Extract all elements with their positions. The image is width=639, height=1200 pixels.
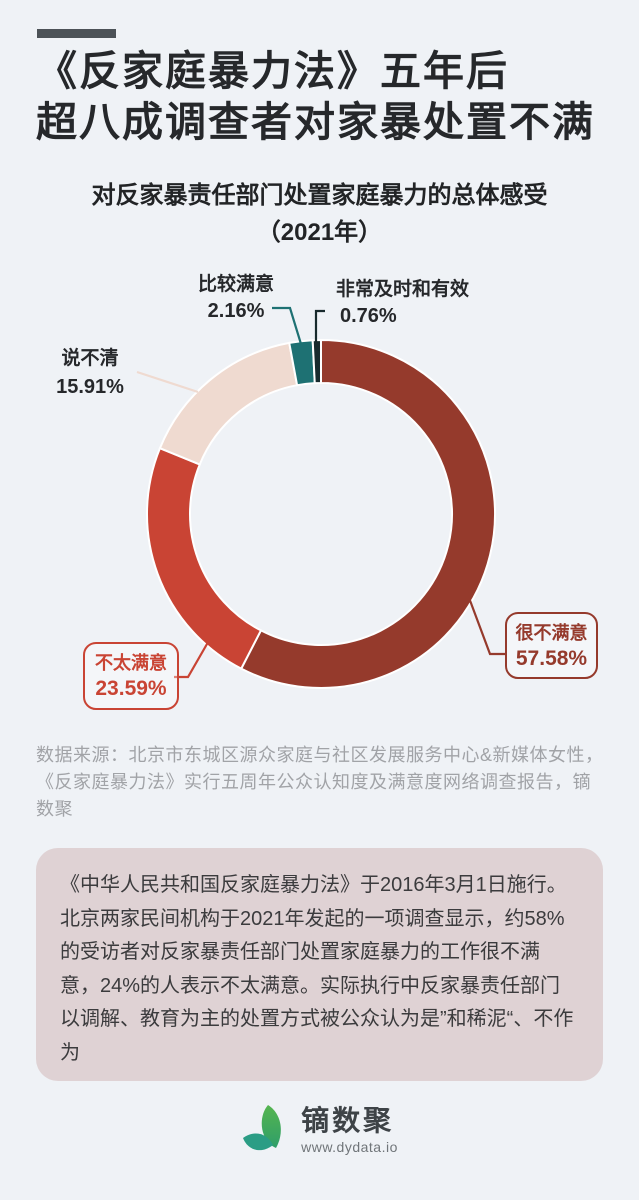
callout-very-dissatisfied-value: 57.58% [515, 646, 588, 670]
leader-line-fairly-satisfied [272, 306, 303, 345]
chart-subtitle-line2: （2021年） [256, 219, 383, 246]
leader-line-timely-effective [314, 309, 325, 343]
donut-segment-4 [311, 338, 322, 385]
accent-bar [37, 29, 116, 38]
summary-text: 《中华人民共和国反家庭暴力法》于2016年3月1日施行。北京两家民间机构于202… [60, 874, 574, 1064]
brand-logo: 镝数聚 www.dydata.io [0, 1104, 639, 1156]
callout-unclear-label: 说不清 [61, 348, 119, 369]
callout-somewhat-dissatisfied: 不太满意 23.59% [83, 642, 179, 710]
callout-very-dissatisfied: 很不满意 57.58% [505, 612, 598, 679]
callout-somewhat-dissatisfied-value: 23.59% [95, 677, 167, 700]
brand-name: 镝数聚 [301, 1105, 395, 1136]
callout-timely-effective-label: 非常及时和有效 [336, 279, 470, 300]
donut-segment-0 [239, 338, 496, 689]
donut-chart-area: 比较满意 2.16% 非常及时和有效 0.76% 说不清 15.91% 不太满意… [0, 260, 639, 740]
leaf-icon [243, 1105, 281, 1151]
page-title: 《反家庭暴力法》五年后 超八成调查者对家暴处置不满 [36, 46, 595, 148]
chart-subtitle-line1: 对反家暴责任部门处置家庭暴力的总体感受 [91, 182, 548, 209]
page-title-line2: 超八成调查者对家暴处置不满 [36, 99, 595, 145]
callout-unclear-value: 15.91% [56, 376, 124, 398]
chart-subtitle: 对反家暴责任部门处置家庭暴力的总体感受 （2021年） [0, 177, 639, 251]
donut-chart-svg [136, 306, 506, 689]
data-source-note: 数据来源：北京市东城区源众家庭与社区发展服务中心&新媒体女性，《反家庭暴力法》实… [36, 745, 604, 819]
donut-segment-1 [146, 446, 263, 670]
callout-timely-effective: 非常及时和有效 0.76% [336, 276, 469, 331]
donut-segment-2 [158, 341, 299, 466]
callout-unclear: 说不清 15.91% [44, 344, 136, 402]
callout-very-dissatisfied-label: 很不满意 [515, 622, 588, 643]
callout-somewhat-dissatisfied-label: 不太满意 [95, 653, 167, 673]
brand-text-block: 镝数聚 www.dydata.io [301, 1105, 398, 1155]
callout-fairly-satisfied-label: 比较满意 [197, 274, 274, 295]
callout-fairly-satisfied: 比较满意 2.16% [190, 272, 282, 324]
callout-timely-effective-value: 0.76% [340, 305, 397, 327]
callout-fairly-satisfied-value: 2.16% [207, 300, 265, 322]
leader-line-unclear [136, 370, 199, 394]
summary-card: 《中华人民共和国反家庭暴力法》于2016年3月1日施行。北京两家民间机构于202… [36, 848, 603, 1081]
brand-url: www.dydata.io [301, 1139, 398, 1155]
leader-line-very-dissatisfied [457, 570, 506, 656]
donut-segments [146, 338, 496, 689]
page-title-line1: 《反家庭暴力法》五年后 [36, 48, 509, 94]
